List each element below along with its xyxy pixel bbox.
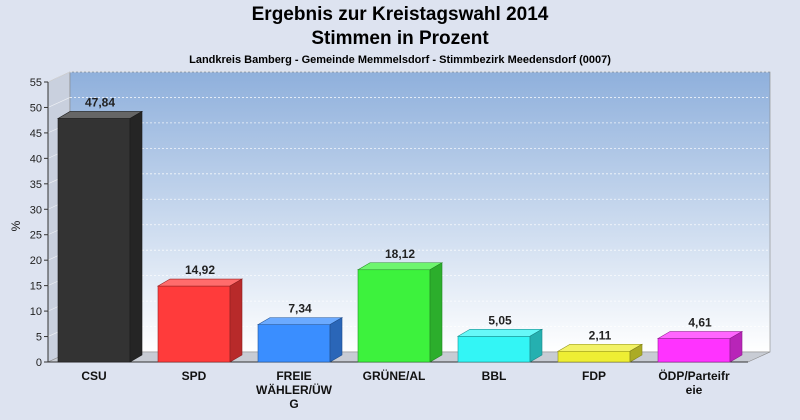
- y-tick-label: 30: [30, 204, 42, 216]
- bar-value-label: 4,61: [688, 316, 712, 330]
- bar-value-label: 47,84: [85, 95, 115, 109]
- bar-value-label: 14,92: [185, 263, 215, 277]
- y-tick-label: 45: [30, 128, 42, 140]
- x-category-label: SPD: [182, 369, 207, 383]
- x-category-label: GRÜNE/AL: [363, 368, 426, 383]
- y-tick-label: 0: [36, 357, 42, 369]
- y-tick-label: 55: [30, 77, 42, 89]
- x-category-label: ÖDP/Parteifr eie: [658, 368, 730, 397]
- y-tick-label: 5: [36, 332, 42, 344]
- bar: [56, 110, 144, 363]
- bar: [156, 278, 244, 363]
- y-axis-label: %: [9, 220, 23, 231]
- bars: 47,84 CSU 14,92 SPD 7,34 FREIE WÄHLER/ÜW G 18,12…: [56, 95, 744, 411]
- bar-value-label: 7,34: [288, 302, 312, 316]
- chart-title: Ergebnis zur Kreistagswahl 2014: [251, 4, 549, 25]
- bar-value-label: 5,05: [488, 313, 512, 327]
- chart-subtitle: Stimmen in Prozent: [311, 28, 489, 49]
- y-tick-label: 15: [30, 281, 42, 293]
- x-category-label: FDP: [582, 369, 606, 383]
- bar: [256, 317, 344, 363]
- bar-value-label: 18,12: [385, 247, 415, 261]
- x-category-label: BBL: [482, 369, 507, 383]
- y-tick-label: 20: [30, 255, 42, 267]
- x-category-label: FREIE WÄHLER/ÜW G: [256, 369, 333, 411]
- y-tick-label: 10: [30, 306, 42, 318]
- bar: [456, 328, 544, 363]
- y-tick-label: 35: [30, 179, 42, 191]
- y-tick-label: 40: [30, 153, 42, 165]
- bar: [356, 262, 444, 363]
- y-tick-label: 25: [30, 230, 42, 242]
- bar: [656, 331, 744, 363]
- bar-value-label: 2,11: [589, 328, 612, 342]
- bar: [556, 343, 644, 363]
- y-tick-label: 50: [30, 102, 42, 114]
- x-category-label: CSU: [81, 369, 106, 383]
- chart-location-subtitle: Landkreis Bamberg - Gemeinde Memmelsdorf…: [189, 54, 611, 66]
